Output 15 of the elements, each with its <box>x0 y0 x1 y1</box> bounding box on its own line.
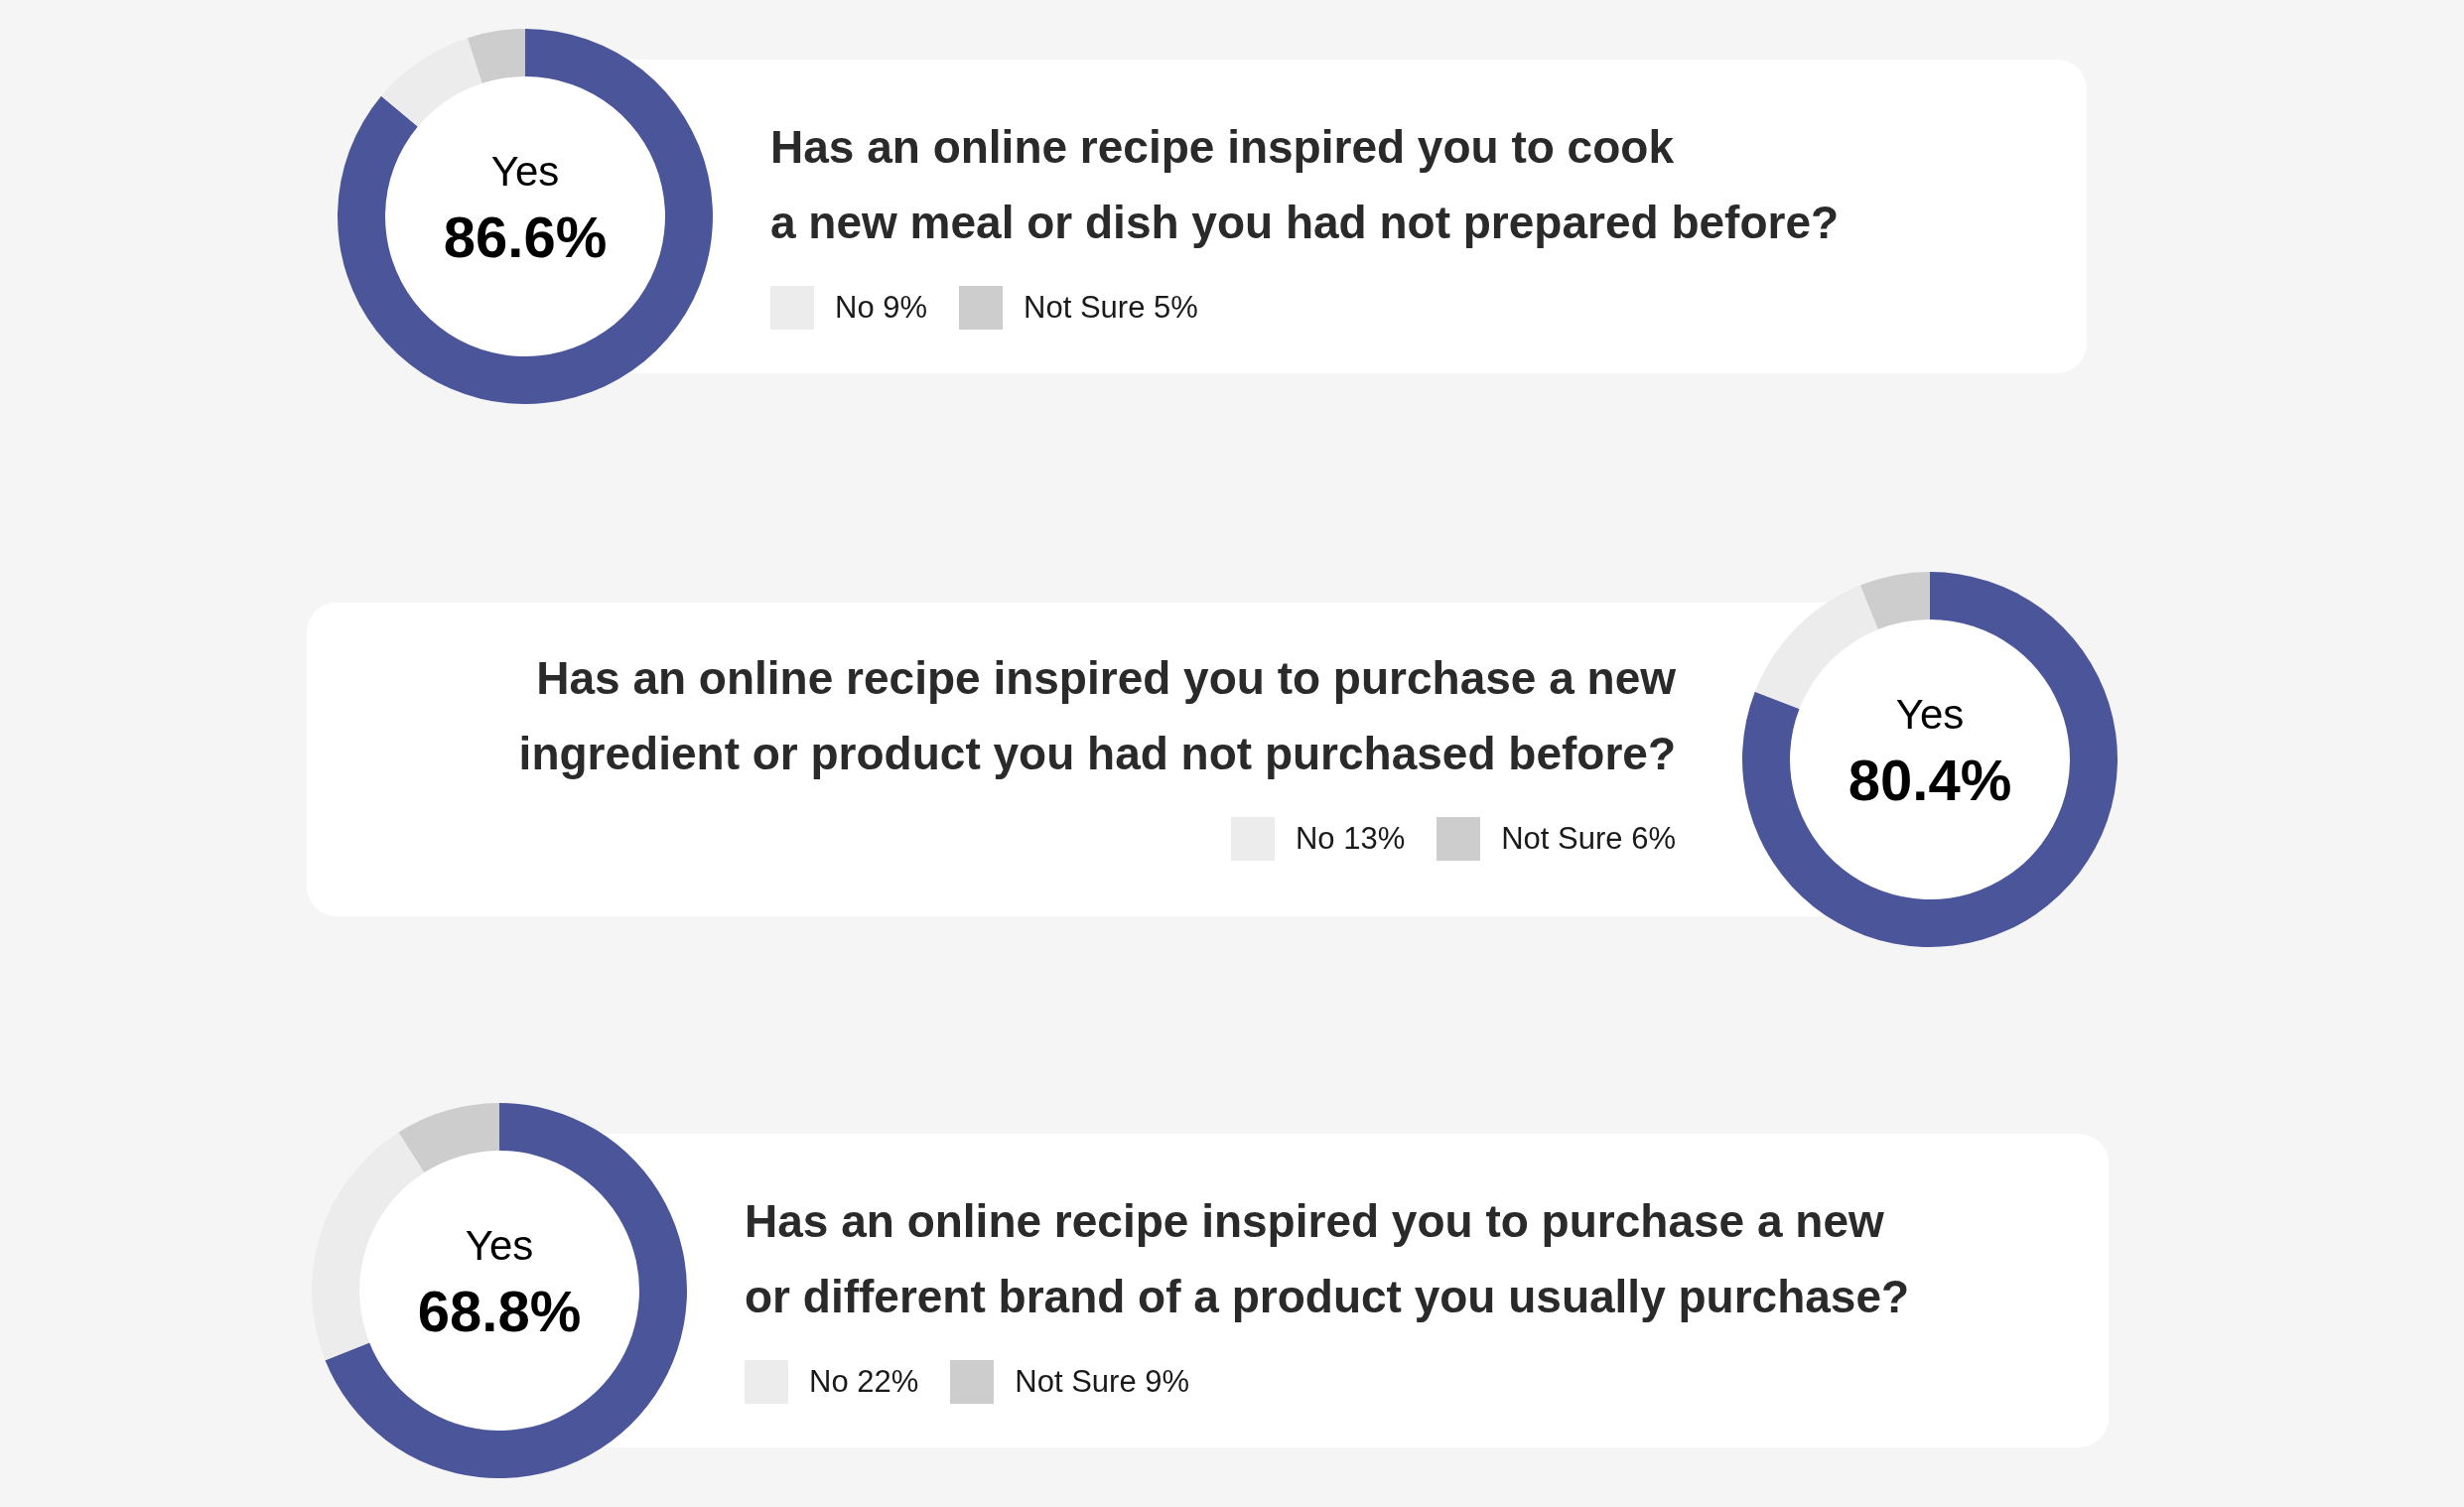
data-label: 68.8% <box>417 1279 582 1343</box>
text: Has an online recipe inspired you to purchase a new or different brand of a product you usually purchase? <box>745 1194 1911 1324</box>
legend-label: No 22% <box>809 1363 919 1401</box>
legend-label: Not Sure 6% <box>1501 820 1676 858</box>
data-label: 86.6% <box>443 205 608 269</box>
legend-label: No 9% <box>835 289 928 327</box>
slice-label: Yes <box>1895 691 1965 738</box>
data-label: 80.4% <box>1848 748 2012 812</box>
text: Has an online recipe inspired you to purchase a new ingredient or product you had not purchased before? <box>517 651 1676 781</box>
slice-label: Yes <box>465 1222 534 1269</box>
slice-label: Yes <box>490 148 560 195</box>
legend-label: No 13% <box>1295 820 1406 858</box>
legend-label: Not Sure 5% <box>1024 289 1198 327</box>
text: Has an online recipe inspired you to cook a new meal or dish you had not prepared before? <box>770 120 1841 250</box>
legend-label: Not Sure 9% <box>1015 1363 1190 1401</box>
